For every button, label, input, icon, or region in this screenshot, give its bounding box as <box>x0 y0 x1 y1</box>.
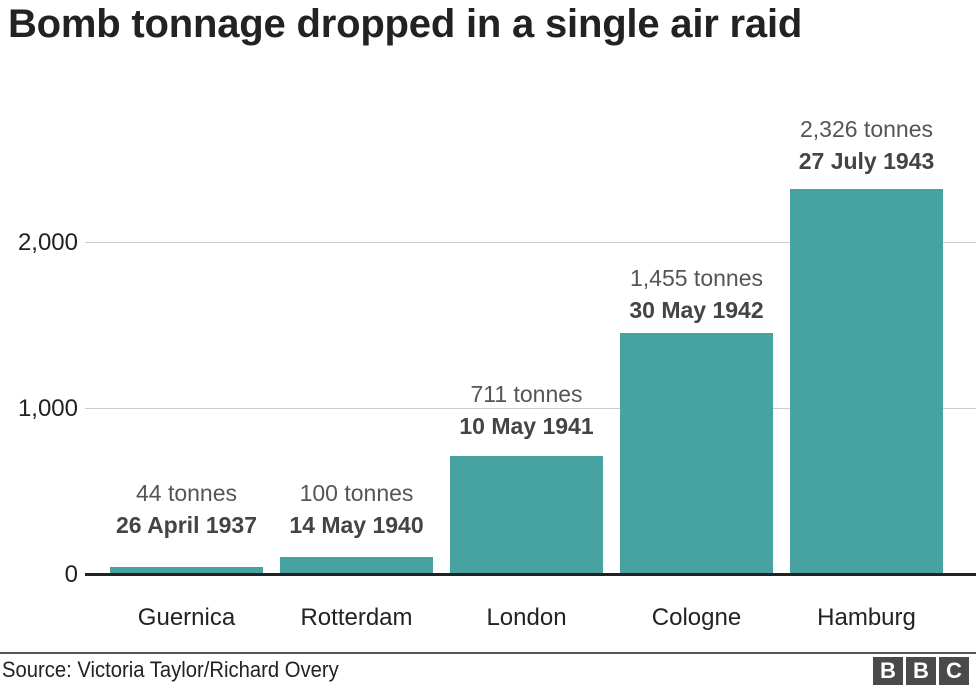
y-tick-1000: 1,000 <box>17 395 78 422</box>
value-label-rotterdam: 100 tonnes <box>299 480 414 506</box>
source-credit: Source: Victoria Taylor/Richard Overy <box>2 657 339 682</box>
footer-divider <box>0 652 976 654</box>
date-label-cologne: 30 May 1942 <box>629 297 764 323</box>
y-tick-0: 0 <box>64 561 78 588</box>
value-label-guernica: 44 tonnes <box>135 480 238 506</box>
bar-rotterdam <box>280 557 433 574</box>
value-label-cologne: 1,455 tonnes <box>629 265 763 291</box>
y-tick-2000: 2,000 <box>17 229 78 256</box>
bbc-logo-letter: B <box>873 657 903 685</box>
bbc-logo-letter: C <box>939 657 969 685</box>
date-label-hamburg: 27 July 1943 <box>798 148 935 174</box>
category-hamburg: Hamburg <box>817 604 916 631</box>
chart-title: Bomb tonnage dropped in a single air rai… <box>8 2 803 46</box>
date-label-london: 10 May 1941 <box>459 413 594 439</box>
x-axis-baseline <box>85 573 976 576</box>
date-label-guernica: 26 April 1937 <box>115 512 258 538</box>
category-rotterdam: Rotterdam <box>300 604 413 631</box>
bbc-logo: B B C <box>873 657 969 685</box>
category-guernica: Guernica <box>137 604 236 631</box>
gridline-2000 <box>85 242 976 243</box>
bar-london <box>450 456 603 574</box>
value-label-hamburg: 2,326 tonnes <box>799 116 933 142</box>
date-label-rotterdam: 14 May 1940 <box>289 512 424 538</box>
bar-cologne <box>620 333 773 574</box>
value-label-london: 711 tonnes <box>470 381 583 407</box>
bbc-logo-letter: B <box>906 657 936 685</box>
category-cologne: Cologne <box>651 604 742 631</box>
category-london: London <box>486 604 567 631</box>
bar-guernica <box>110 567 263 574</box>
gridline-1000 <box>85 408 976 409</box>
bar-hamburg <box>790 189 943 574</box>
